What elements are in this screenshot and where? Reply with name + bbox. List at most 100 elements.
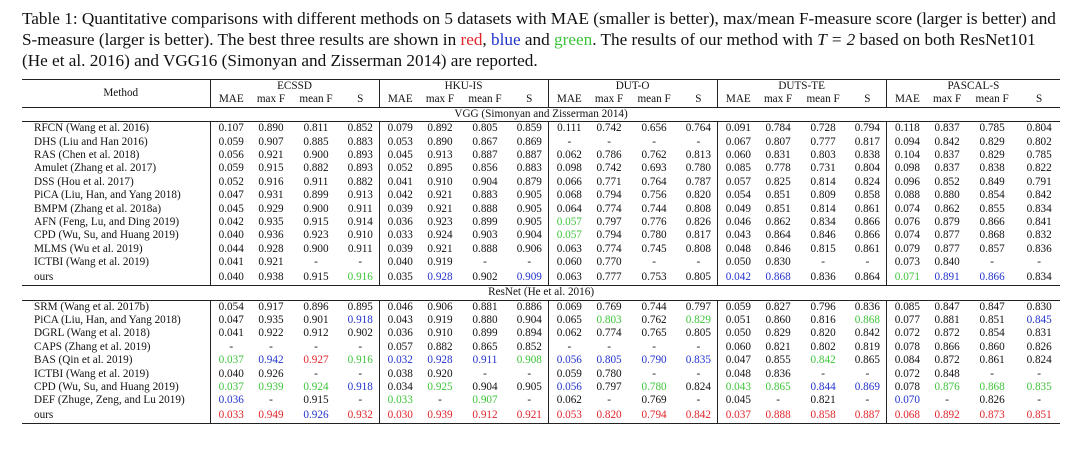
value-cell: 0.924 <box>303 381 329 394</box>
value-cell: 0.835 <box>685 354 711 367</box>
value-cell: 0.104 <box>885 149 929 163</box>
value-cell: 0.062 <box>547 149 591 163</box>
value-cell: 0.037 <box>209 354 252 368</box>
value-cell: 0.059 <box>716 300 760 314</box>
value-cell: 0.909 <box>511 269 549 287</box>
value-cell: 0.830 <box>1026 300 1052 313</box>
value-cell: 0.854 <box>979 327 1005 340</box>
value-cell: 0.900 <box>303 202 329 215</box>
value-cell: 0.791 <box>1026 175 1052 188</box>
method-name: BMPM (Zhang et al. 2018a) <box>34 202 162 215</box>
value-cell: 0.038 <box>378 367 422 382</box>
value-cell: 0.057 <box>378 340 422 355</box>
value-cell: 0.693 <box>641 162 667 175</box>
value-cell: 0.842 <box>854 327 880 340</box>
value-cell: 0.900 <box>303 149 329 162</box>
table-row: MLMS (Wu et al. 2019) 0.044 0.928 0.900 0.91… <box>22 242 1060 257</box>
value-cell: 0.756 <box>641 189 667 202</box>
value-cell: 0.824 <box>685 381 711 394</box>
value-cell: 0.926 <box>290 407 342 425</box>
value-cell: 0.047 <box>209 189 252 203</box>
method-name: CPD (Wu, Su, and Huang 2019) <box>34 229 179 242</box>
value-cell: 0.864 <box>849 269 887 287</box>
value-cell: 0.877 <box>934 242 960 255</box>
value-cell: 0.780 <box>596 367 622 380</box>
method-name: BAS (Qin et al. 2019) <box>34 354 133 367</box>
value-cell: 0.078 <box>885 340 929 355</box>
value-cell: 0.866 <box>966 269 1019 287</box>
value-cell: 0.883 <box>472 189 498 202</box>
value-cell: 0.059 <box>209 162 252 176</box>
value-cell: 0.784 <box>765 122 791 135</box>
value-cell: 0.842 <box>810 354 836 367</box>
value-cell: 0.851 <box>765 189 791 202</box>
value-cell: 0.837 <box>934 162 960 175</box>
value-cell: 0.780 <box>641 381 667 394</box>
value-cell: 0.928 <box>421 269 460 287</box>
value-cell: 0.896 <box>303 300 329 313</box>
value-cell: 0.866 <box>854 229 880 242</box>
value-cell: 0.832 <box>1026 229 1052 242</box>
value-cell: - <box>527 256 532 269</box>
value-cell: 0.872 <box>934 354 960 367</box>
value-cell: 0.040 <box>378 256 422 270</box>
value-cell: 0.834 <box>1018 269 1061 287</box>
value-cell: 0.753 <box>628 269 681 287</box>
method-name: CPD (Wu, Su, and Huang 2019) <box>34 381 179 394</box>
value-cell: 0.923 <box>427 216 453 229</box>
value-cell: - <box>607 394 611 407</box>
value-cell: 0.907 <box>258 135 284 148</box>
value-cell: 0.904 <box>472 175 498 188</box>
value-cell: 0.037 <box>716 407 760 425</box>
value-cell: 0.899 <box>472 327 498 340</box>
value-cell: 0.840 <box>934 256 960 269</box>
value-cell: 0.817 <box>854 135 880 148</box>
value-cell: 0.057 <box>716 175 760 190</box>
value-cell: 0.056 <box>209 149 252 163</box>
value-cell: 0.921 <box>258 256 284 269</box>
metric-header: S <box>680 93 718 108</box>
value-cell: 0.858 <box>797 407 850 425</box>
value-cell: - <box>358 394 363 407</box>
value-cell: 0.777 <box>810 135 836 148</box>
value-cell: 0.873 <box>966 407 1019 425</box>
value-cell: 0.068 <box>885 407 929 425</box>
value-cell: 0.836 <box>765 367 791 380</box>
value-cell: 0.900 <box>303 242 329 255</box>
value-cell: 0.770 <box>596 256 622 269</box>
value-cell: 0.771 <box>596 175 622 188</box>
value-cell: - <box>652 135 656 148</box>
value-cell: 0.057 <box>547 229 591 243</box>
value-cell: 0.918 <box>347 381 373 394</box>
value-cell: 0.831 <box>765 149 791 162</box>
value-cell: 0.834 <box>810 216 836 229</box>
method-name: ICTBI (Wang et al. 2019) <box>34 256 149 269</box>
value-cell: 0.742 <box>596 122 622 135</box>
method-name: ICTBI (Wang et al. 2019) <box>34 367 149 380</box>
value-cell: 0.876 <box>934 381 960 394</box>
value-cell: 0.921 <box>258 149 284 162</box>
value-cell: 0.836 <box>854 300 880 313</box>
value-cell: 0.912 <box>303 327 329 340</box>
value-cell: 0.942 <box>258 354 284 367</box>
value-cell: 0.901 <box>303 314 329 326</box>
method-name: PiCA (Liu, Han, and Yang 2018) <box>34 314 181 326</box>
value-cell: 0.794 <box>854 122 880 135</box>
value-cell: - <box>527 394 532 407</box>
value-cell: - <box>607 340 611 353</box>
value-cell: 0.888 <box>759 407 798 425</box>
value-cell: 0.935 <box>258 216 284 229</box>
value-cell: 0.043 <box>716 381 760 395</box>
value-cell: 0.879 <box>516 175 542 188</box>
value-cell: 0.910 <box>347 229 373 242</box>
value-cell: 0.064 <box>547 202 591 217</box>
value-cell: 0.079 <box>378 121 422 136</box>
value-cell: 0.918 <box>347 314 373 326</box>
value-cell: 0.881 <box>934 314 960 326</box>
value-cell: 0.856 <box>472 162 498 175</box>
value-cell: 0.731 <box>810 162 836 175</box>
value-cell: 0.921 <box>511 407 549 425</box>
value-cell: 0.869 <box>854 381 880 394</box>
value-cell: 0.076 <box>885 216 929 230</box>
